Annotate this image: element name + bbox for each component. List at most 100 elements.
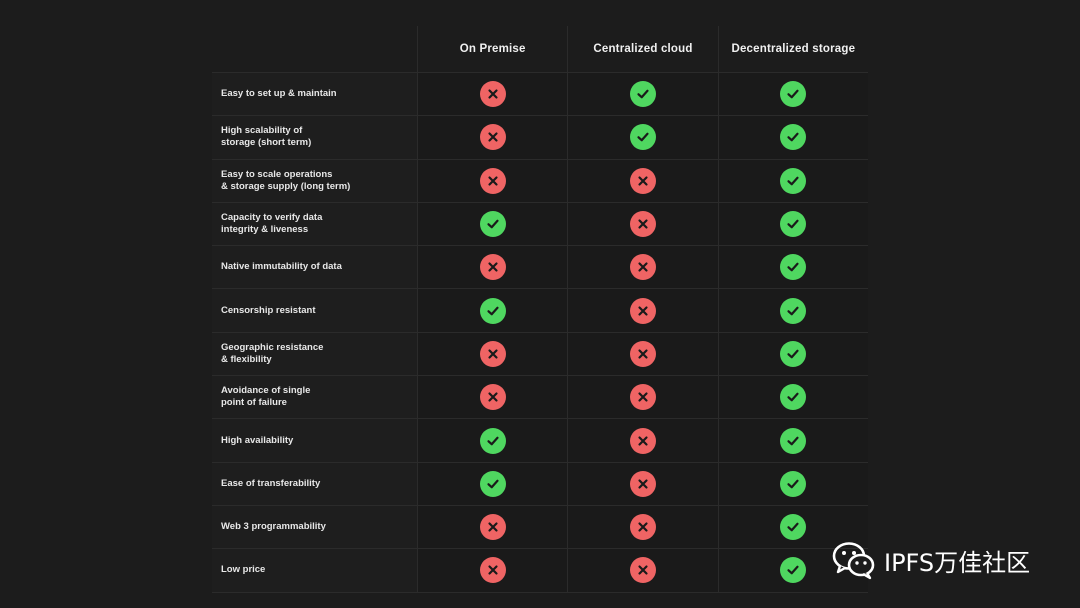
row-label: Easy to set up & maintain: [221, 88, 337, 100]
wechat-icon: [832, 542, 875, 580]
mark-cell-on-premise: [417, 202, 567, 246]
table-row: Low price: [212, 549, 868, 593]
mark-cell-decentralized-storage: [717, 116, 868, 159]
cross-icon: [629, 384, 656, 411]
check-icon: [780, 514, 807, 541]
mark-cell-centralized-cloud: [567, 332, 717, 376]
check-icon: [780, 297, 807, 324]
mark-cell-centralized-cloud: [567, 246, 717, 289]
row-label: Geographic resistance & flexibility: [221, 341, 324, 365]
check-icon: [479, 427, 506, 454]
table-row: Geographic resistance & flexibility: [212, 332, 868, 377]
mark-cell-decentralized-storage: [717, 332, 868, 376]
table-row: Censorship resistant: [212, 289, 868, 333]
mark-cell-centralized-cloud: [567, 462, 717, 505]
row-label: Capacity to verify data integrity & live…: [221, 212, 323, 236]
mark-cell-on-premise: [417, 159, 567, 202]
check-icon: [780, 81, 807, 108]
cross-icon: [479, 81, 506, 108]
check-icon: [780, 340, 807, 367]
mark-cell-centralized-cloud: [567, 73, 717, 116]
mark-cell-on-premise: [417, 332, 567, 376]
mark-cell-centralized-cloud: [567, 419, 717, 462]
row-label-cell: Ease of transferability: [212, 462, 417, 505]
check-icon: [479, 211, 506, 238]
table-row: Ease of transferability: [212, 462, 868, 506]
cross-icon: [629, 557, 656, 584]
mark-cell-decentralized-storage: [717, 73, 868, 116]
row-label: High scalability of storage (short term): [221, 125, 312, 149]
mark-cell-centralized-cloud: [567, 159, 717, 202]
check-icon: [780, 427, 807, 454]
row-label: Censorship resistant: [221, 304, 316, 316]
row-label: Low price: [221, 564, 266, 576]
mark-cell-decentralized-storage: [717, 376, 868, 419]
cross-icon: [629, 470, 656, 497]
cross-icon: [479, 340, 506, 367]
row-label-cell: Geographic resistance & flexibility: [212, 332, 417, 376]
table-row: Easy to scale operations & storage suppl…: [212, 159, 868, 203]
check-icon: [780, 167, 807, 194]
check-icon: [780, 211, 807, 238]
table-body: Easy to set up & maintain High scalabilit…: [212, 73, 868, 593]
table-row: Avoidance of single point of failure: [212, 376, 868, 420]
row-label: Easy to scale operations & storage suppl…: [221, 168, 351, 192]
cross-icon: [629, 254, 656, 281]
check-icon: [479, 297, 506, 324]
row-label-cell: Low price: [212, 549, 417, 592]
row-label-cell: High availability: [212, 419, 417, 462]
row-label-cell: Censorship resistant: [212, 289, 417, 332]
row-label-cell: Native immutability of data: [212, 246, 417, 289]
table-row: High scalability of storage (short term): [212, 116, 868, 160]
mark-cell-on-premise: [417, 505, 567, 549]
table-row: Web 3 programmability: [212, 505, 868, 550]
check-icon: [780, 557, 807, 584]
header-empty-cell: [212, 26, 417, 72]
row-label-cell: Web 3 programmability: [212, 505, 417, 549]
mark-cell-centralized-cloud: [567, 376, 717, 419]
cross-icon: [479, 557, 506, 584]
check-icon: [780, 254, 807, 281]
mark-cell-decentralized-storage: [717, 549, 868, 592]
row-label-cell: Easy to scale operations & storage suppl…: [212, 159, 417, 202]
cross-icon: [479, 254, 506, 281]
mark-cell-decentralized-storage: [717, 246, 868, 289]
row-label: Ease of transferability: [221, 477, 321, 489]
cross-icon: [479, 167, 506, 194]
watermark: IPFS万佳社区: [832, 538, 1030, 582]
mark-cell-decentralized-storage: [717, 289, 868, 332]
mark-cell-decentralized-storage: [717, 159, 868, 202]
row-label: Web 3 programmability: [221, 521, 326, 533]
mark-cell-on-premise: [417, 549, 567, 592]
column-header-on-premise: On Premise: [417, 26, 567, 72]
watermark-text: IPFS万佳社区: [884, 548, 1031, 577]
mark-cell-decentralized-storage: [717, 202, 868, 246]
mark-cell-on-premise: [417, 462, 567, 505]
mark-cell-centralized-cloud: [567, 289, 717, 332]
mark-cell-on-premise: [417, 116, 567, 159]
cross-icon: [629, 514, 656, 541]
mark-cell-on-premise: [417, 246, 567, 289]
mark-cell-on-premise: [417, 73, 567, 116]
column-header-centralized-cloud: Centralized cloud: [567, 26, 717, 72]
mark-cell-decentralized-storage: [717, 505, 868, 549]
check-icon: [780, 470, 807, 497]
table-row: Capacity to verify data integrity & live…: [212, 202, 868, 247]
cross-icon: [629, 340, 656, 367]
mark-cell-decentralized-storage: [717, 419, 868, 462]
check-icon: [780, 124, 807, 151]
check-icon: [780, 384, 807, 411]
check-icon: [479, 470, 506, 497]
mark-cell-on-premise: [417, 376, 567, 419]
cross-icon: [629, 427, 656, 454]
table-row: Easy to set up & maintain: [212, 73, 868, 117]
row-label: Avoidance of single point of failure: [221, 385, 311, 409]
cross-icon: [629, 211, 656, 238]
row-label-cell: High scalability of storage (short term): [212, 116, 417, 159]
mark-cell-on-premise: [417, 419, 567, 462]
mark-cell-centralized-cloud: [567, 549, 717, 592]
mark-cell-decentralized-storage: [717, 462, 868, 505]
row-label-cell: Capacity to verify data integrity & live…: [212, 202, 417, 246]
row-label-cell: Easy to set up & maintain: [212, 73, 417, 116]
table-row: Native immutability of data: [212, 246, 868, 290]
